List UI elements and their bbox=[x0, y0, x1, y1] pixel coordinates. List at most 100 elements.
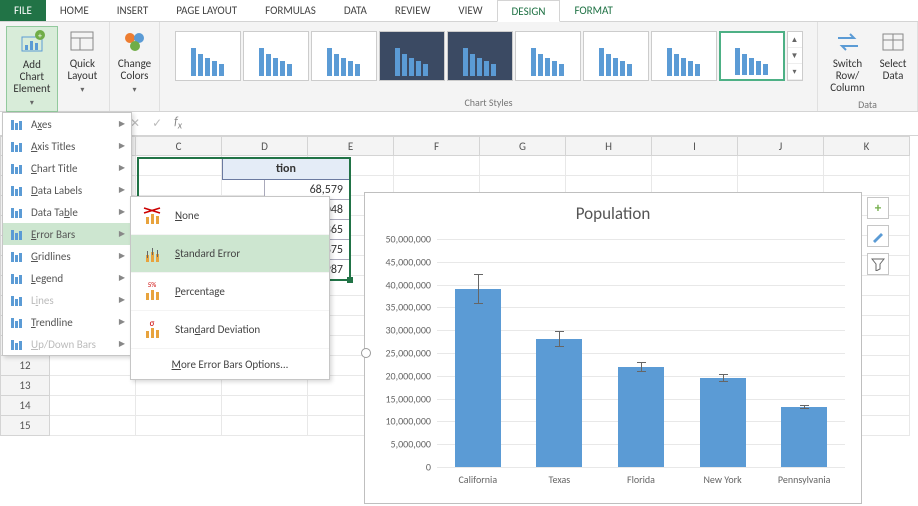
col-header[interactable]: C bbox=[136, 136, 222, 156]
bar-pennsylvania[interactable] bbox=[781, 407, 827, 467]
col-header[interactable]: F bbox=[394, 136, 480, 156]
chart-style-4[interactable] bbox=[379, 31, 445, 81]
errorbar-option-standard-error[interactable]: Standard Error bbox=[131, 235, 329, 273]
tab-format[interactable]: FORMAT bbox=[560, 0, 626, 21]
menu-item-legend[interactable]: Legend▶ bbox=[3, 267, 131, 289]
cell[interactable] bbox=[222, 416, 308, 436]
submenu-arrow-icon: ▶ bbox=[119, 317, 125, 327]
chart-mini-icon bbox=[9, 160, 25, 176]
bar-new-york[interactable] bbox=[700, 378, 746, 467]
row-header[interactable]: 13 bbox=[0, 376, 50, 396]
menu-item-error-bars[interactable]: Error Bars▶ bbox=[3, 223, 131, 245]
bar-texas[interactable] bbox=[536, 339, 582, 467]
tab-data[interactable]: DATA bbox=[330, 0, 381, 21]
add-chart-element-button[interactable]: + Add ChartElement bbox=[6, 26, 58, 112]
errorbar-option-icon bbox=[141, 205, 163, 227]
menu-item-lines: Lines▶ bbox=[3, 289, 131, 311]
menu-item-label: Trendline bbox=[31, 316, 73, 329]
switch-row-column-button[interactable]: Switch Row/Column bbox=[824, 26, 871, 96]
cell[interactable] bbox=[50, 376, 136, 396]
chart-style-9[interactable] bbox=[719, 31, 785, 81]
chart-side-buttons: + bbox=[867, 197, 889, 275]
row-header[interactable]: 12 bbox=[0, 356, 50, 376]
bar-florida[interactable] bbox=[618, 367, 664, 467]
menu-item-axes[interactable]: Axes▶ bbox=[3, 113, 131, 135]
tab-formulas[interactable]: FORMULAS bbox=[251, 0, 330, 21]
cell[interactable] bbox=[394, 156, 480, 176]
chart-style-7[interactable] bbox=[583, 31, 649, 81]
col-header[interactable]: H bbox=[566, 136, 652, 156]
cell[interactable] bbox=[222, 396, 308, 416]
cell[interactable] bbox=[50, 416, 136, 436]
row-header[interactable]: 14 bbox=[0, 396, 50, 416]
col-header[interactable]: E bbox=[308, 136, 394, 156]
submenu-arrow-icon: ▶ bbox=[119, 119, 125, 129]
tab-design[interactable]: DESIGN bbox=[497, 0, 561, 22]
cell[interactable] bbox=[738, 156, 824, 176]
cell[interactable] bbox=[136, 396, 222, 416]
cell[interactable] bbox=[136, 416, 222, 436]
chart-title[interactable]: Population bbox=[365, 193, 861, 230]
cell[interactable] bbox=[136, 156, 222, 176]
col-header[interactable]: G bbox=[480, 136, 566, 156]
menu-item-axis-titles[interactable]: Axis Titles▶ bbox=[3, 135, 131, 157]
add-chart-element-icon: + bbox=[18, 29, 46, 57]
chart-style-scroll[interactable]: ▲▼▾ bbox=[787, 31, 803, 81]
menu-item-trendline[interactable]: Trendline ▶ bbox=[3, 311, 131, 333]
row-header[interactable]: 15 bbox=[0, 416, 50, 436]
menu-item-data-labels[interactable]: Data Labels▶ bbox=[3, 179, 131, 201]
menu-item-gridlines[interactable]: Gridlines▶ bbox=[3, 245, 131, 267]
chart-style-6[interactable] bbox=[515, 31, 581, 81]
tab-view[interactable]: VIEW bbox=[444, 0, 496, 21]
errorbar-option-none[interactable]: None bbox=[131, 197, 329, 235]
chart-style-2[interactable] bbox=[243, 31, 309, 81]
chart-styles-button[interactable] bbox=[867, 225, 889, 247]
chart-mini-icon bbox=[9, 182, 25, 198]
select-data-button[interactable]: SelectData bbox=[875, 26, 911, 96]
menu-item-data-table[interactable]: Data Table▶ bbox=[3, 201, 131, 223]
cell[interactable] bbox=[50, 356, 136, 376]
chart-mini-icon bbox=[9, 138, 25, 154]
cell[interactable] bbox=[824, 156, 910, 176]
menu-item-label: Lines bbox=[31, 294, 54, 307]
menu-item-chart-title[interactable]: Chart Title▶ bbox=[3, 157, 131, 179]
cell[interactable] bbox=[480, 156, 566, 176]
chart-style-5[interactable] bbox=[447, 31, 513, 81]
col-header[interactable]: K bbox=[824, 136, 910, 156]
tab-home[interactable]: HOME bbox=[46, 0, 103, 21]
errorbar-option-icon: 5% bbox=[141, 281, 163, 303]
tab-review[interactable]: REVIEW bbox=[381, 0, 445, 21]
y-tick-label: 35,000,000 bbox=[385, 301, 431, 314]
confirm-icon[interactable]: ✓ bbox=[152, 116, 162, 131]
bar-california[interactable] bbox=[455, 289, 501, 467]
menu-item-label: Data Table bbox=[31, 206, 78, 219]
chart-style-1[interactable] bbox=[175, 31, 241, 81]
errorbar-option-standard-deviation[interactable]: σStandard Deviation bbox=[131, 311, 329, 349]
chart-filter-button[interactable] bbox=[867, 253, 889, 275]
embedded-chart[interactable]: Population 05,000,00010,000,00015,000,00… bbox=[364, 192, 862, 504]
col-header[interactable]: J bbox=[738, 136, 824, 156]
change-colors-button[interactable]: ChangeColors bbox=[114, 26, 155, 98]
errorbar-option-percentage[interactable]: 5%Percentage bbox=[131, 273, 329, 311]
ribbon-body: + Add ChartElement QuickLayout Chart Lay… bbox=[0, 22, 918, 112]
tab-page-layout[interactable]: PAGE LAYOUT bbox=[162, 0, 251, 21]
chart-mini-icon bbox=[9, 204, 25, 220]
cell[interactable] bbox=[652, 156, 738, 176]
gridline bbox=[437, 239, 845, 240]
col-header[interactable]: D bbox=[222, 136, 308, 156]
chart-style-8[interactable] bbox=[651, 31, 717, 81]
col-header[interactable]: I bbox=[652, 136, 738, 156]
chart-style-3[interactable] bbox=[311, 31, 377, 81]
column-headers: B C D E F G H I J K bbox=[0, 136, 918, 156]
fx-icon[interactable]: fx bbox=[174, 115, 182, 131]
quick-layout-button[interactable]: QuickLayout bbox=[62, 26, 103, 112]
chart-add-element-button[interactable]: + bbox=[867, 197, 889, 219]
tab-insert[interactable]: INSERT bbox=[103, 0, 163, 21]
y-tick-label: 45,000,000 bbox=[385, 255, 431, 268]
cell[interactable] bbox=[50, 396, 136, 416]
cell[interactable] bbox=[566, 156, 652, 176]
more-error-bars-options[interactable]: More Error Bars Options... bbox=[131, 349, 329, 379]
cell[interactable] bbox=[136, 176, 222, 196]
tab-file[interactable]: FILE bbox=[0, 0, 46, 21]
svg-text:5%: 5% bbox=[148, 281, 157, 289]
